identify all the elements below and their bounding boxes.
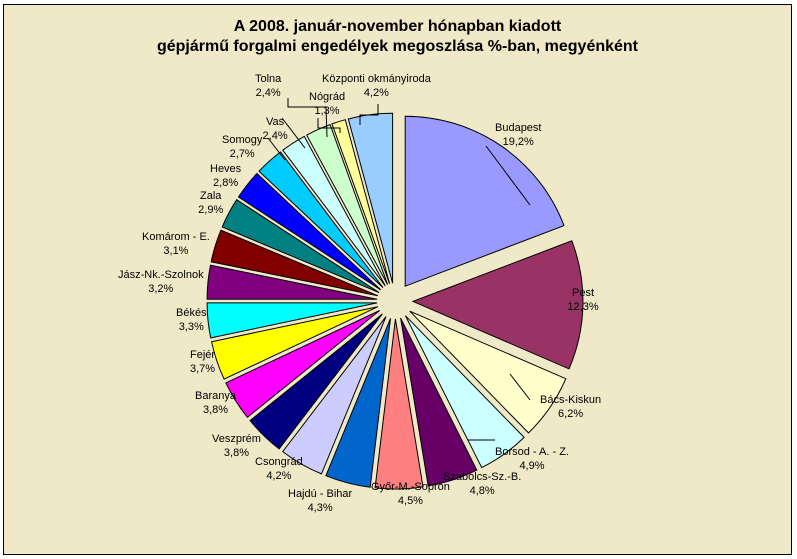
slice-label-4: Szabolcs-Sz.-B. (443, 471, 521, 483)
slice-value-label-1: 12,3% (567, 301, 598, 313)
slice-value-label-0: 19,2% (503, 136, 534, 148)
slice-label-17: Vas (266, 116, 285, 128)
slice-value-label-7: 4,2% (266, 470, 291, 482)
slice-label-0: Budapest (495, 122, 541, 134)
slice-label-10: Fejér (190, 349, 215, 361)
pie-slice-6 (325, 318, 391, 488)
pie-slice-5 (374, 318, 424, 490)
slice-label-5: Győr-M.-Sopron (371, 481, 450, 493)
slice-value-label-10: 3,7% (190, 363, 215, 375)
pie-slice-15 (237, 172, 382, 291)
leader-line-17 (281, 117, 306, 149)
slice-value-label-15: 2,8% (213, 177, 238, 189)
pie-slice-16 (258, 151, 384, 288)
slice-label-16: Somogy (222, 134, 263, 146)
slice-value-label-4: 4,8% (470, 485, 495, 497)
chart-title: A 2008. január-november hónapban kiadott… (4, 17, 791, 57)
leader-line-19 (317, 118, 341, 133)
slice-value-label-14: 2,9% (198, 204, 223, 216)
slice-label-1: Pest (572, 287, 594, 299)
slice-value-label-18: 2,4% (256, 87, 281, 99)
chart-title-line-1: A 2008. január-november hónapban kiadott (233, 18, 562, 35)
pie-slice-11 (206, 302, 378, 339)
slice-label-15: Heves (210, 163, 242, 175)
slice-label-8: Veszprém (212, 433, 261, 445)
pie-slice-12 (206, 264, 378, 300)
pie-slice-10 (211, 306, 379, 380)
pie-slice-19 (331, 119, 391, 284)
pie-slice-9 (225, 310, 381, 419)
leader-line-0 (485, 145, 531, 206)
slice-value-label-11: 3,3% (179, 321, 204, 333)
pie-slice-7 (281, 316, 387, 475)
leader-line-2 (509, 373, 531, 401)
slice-value-label-2: 6,2% (558, 408, 583, 420)
slice-label-13: Komárom - E. (142, 231, 210, 243)
pie-slice-8 (249, 313, 383, 450)
slice-label-7: Csongrád (255, 456, 303, 468)
slice-label-12: Jász-Nk.-Szolnok (118, 269, 204, 281)
slice-value-label-17: 2,4% (263, 130, 288, 142)
slice-label-6: Hajdú - Bihar (288, 488, 353, 500)
leader-line-20 (359, 104, 379, 125)
pie-slice-2 (409, 310, 567, 434)
pie-slice-4 (400, 317, 478, 487)
slice-value-label-19: 1,3% (315, 105, 340, 117)
pie-slice-18 (306, 123, 389, 285)
slice-label-14: Zala (200, 190, 222, 202)
slice-label-19: Nógrád (309, 91, 345, 103)
pie-slice-3 (404, 315, 525, 469)
slice-label-20: Központi okmányiroda (322, 73, 432, 85)
slice-value-label-8: 3,8% (224, 447, 249, 459)
slice-value-label-20: 4,2% (364, 87, 389, 99)
slice-label-9: Baranya (195, 390, 237, 402)
slice-label-18: Tolna (255, 73, 282, 85)
slice-value-label-9: 3,8% (203, 404, 228, 416)
slice-value-label-6: 4,3% (308, 502, 333, 514)
slice-label-11: Békés (176, 307, 207, 319)
slice-value-label-5: 4,5% (398, 495, 423, 507)
slice-value-label-3: 4,9% (519, 460, 544, 472)
chart-title-line-2: gépjármű forgalmi engedélyek megoszlása … (156, 38, 639, 55)
slice-value-label-13: 3,1% (163, 245, 188, 257)
leader-line-18 (287, 98, 328, 138)
pie-slice-17 (282, 135, 386, 287)
slice-value-label-16: 2,7% (230, 148, 255, 160)
slice-label-3: Borsod - A. - Z. (495, 446, 569, 458)
pie-slice-13 (210, 229, 378, 297)
pie-slice-0 (404, 115, 565, 287)
slice-value-label-12: 3,2% (148, 283, 173, 295)
pie-slice-1 (411, 240, 584, 370)
slice-label-2: Bács-Kiskun (540, 394, 601, 406)
pie-slice-14 (221, 199, 380, 294)
leader-line-16 (267, 137, 286, 161)
